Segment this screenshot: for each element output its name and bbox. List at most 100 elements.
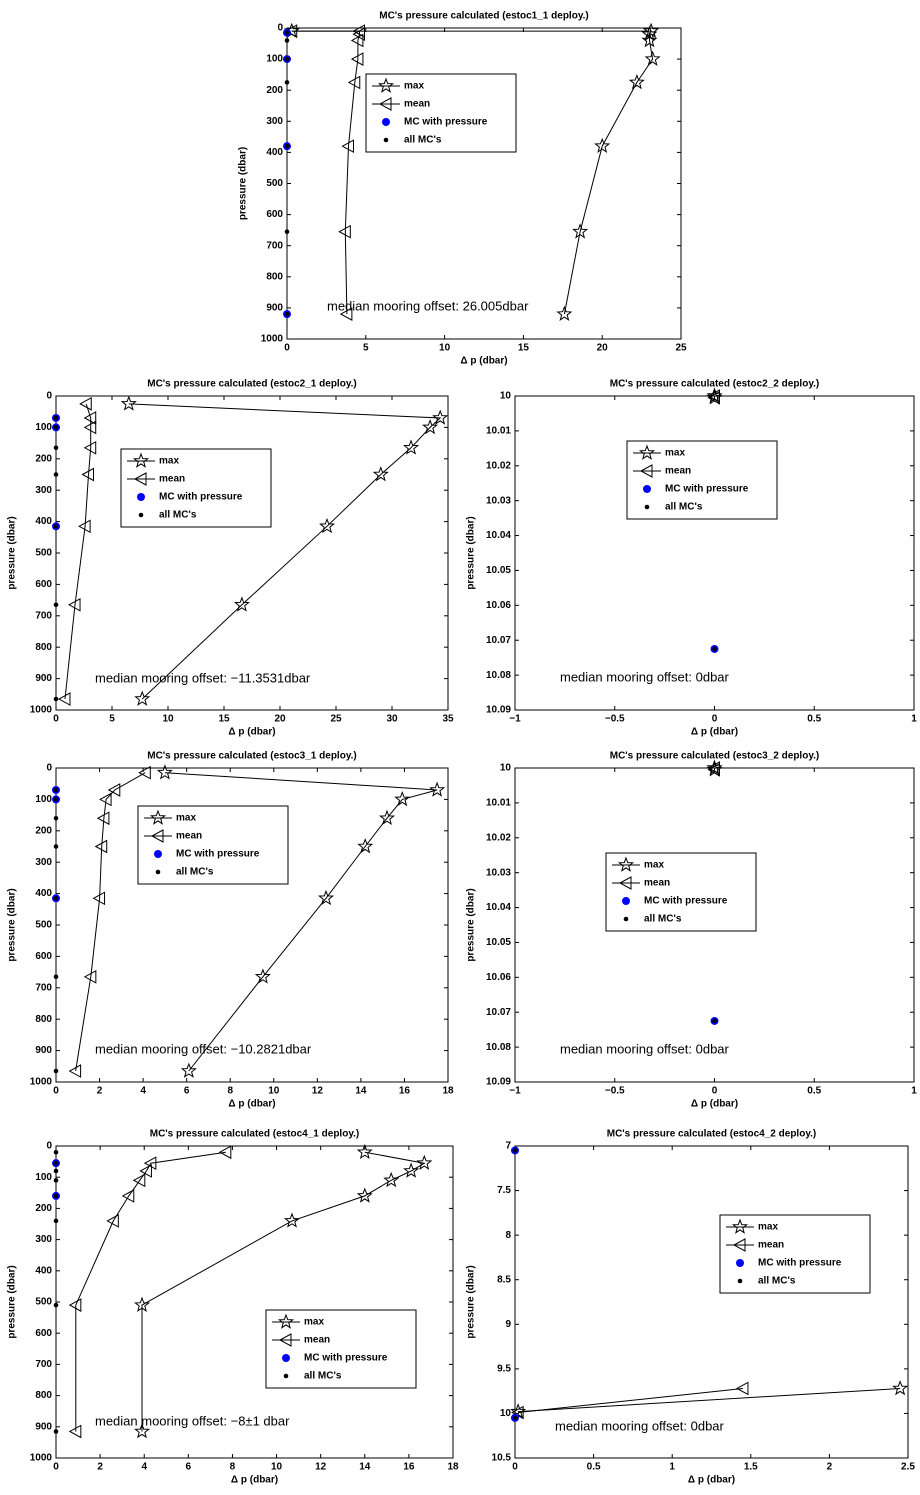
x-tick-label: 0.5 [807,1086,821,1097]
legend-marker [277,1313,295,1329]
legend-label: max [304,1317,324,1328]
plot-area [514,1145,909,1459]
triangle-marker [138,765,151,780]
y-tick-label: 200 [35,825,52,836]
y-tick-label: 8 [505,1230,511,1241]
annotation: median mooring offset: −10.2821dbar [95,1041,312,1056]
triangle-marker [79,397,92,411]
legend-label: MC with pressure [404,117,488,128]
x-tick-label: 1 [911,714,917,725]
legend-label: mean [404,99,430,110]
y-tick-label: 700 [35,610,52,621]
star-marker [572,223,589,239]
triangle-marker [347,75,361,90]
legend-box [626,440,778,520]
dot-marker [284,311,290,317]
legend-label: MC with pressure [665,484,749,495]
annotation: median mooring offset: −11.3531dbar [95,670,311,685]
y-tick-label: 600 [266,209,283,220]
x-tick-label: −0.5 [605,1086,625,1097]
chart-title: MC's pressure calculated (estoc3_1 deplo… [147,751,357,762]
y-axis-label: pressure (dbar) [466,1265,477,1338]
legend-label: max [644,860,664,871]
dot-marker [53,445,59,451]
annotation: median mooring offset: 0dbar [560,1041,730,1056]
y-tick-label: 10.07 [486,635,511,646]
x-tick-label: −0.5 [605,714,625,725]
legend-marker [617,856,635,872]
dot-marker [53,1302,59,1308]
legend-label: mean [176,831,202,842]
dot-marker [53,1178,59,1183]
dot-marker [53,1160,59,1166]
legend-marker [133,472,147,486]
legend-marker [149,809,167,825]
y-tick-label: 10.02 [486,832,511,843]
x-tick-label: 2 [97,1462,103,1473]
y-tick-label: 10.03 [486,867,511,878]
y-tick-label: 400 [35,516,52,527]
dot-marker [53,1218,59,1224]
x-tick-label: 0 [712,1086,718,1097]
x-tick-label: −1 [509,1086,521,1097]
y-tick-label: 10.5 [492,1453,512,1464]
star-marker [422,418,439,435]
dot-marker [53,1429,59,1434]
x-tick-label: 18 [442,1086,454,1097]
x-tick-label: 6 [186,1462,192,1473]
x-tick-label: 2.5 [901,1462,915,1473]
star-marker [156,764,173,780]
triangle-marker [68,1424,82,1439]
dot-marker [53,524,59,529]
star-marker [403,1162,420,1178]
dot-marker [53,1149,59,1155]
y-axis-label: pressure (dbar) [466,888,477,961]
chart-title: MC's pressure calculated (estoc4_2 deplo… [607,1129,817,1140]
legend-label: mean [159,474,185,485]
triangle-marker [338,224,351,239]
dot-marker [284,229,290,235]
dot-marker [284,38,290,43]
legend-marker [132,452,150,468]
star-marker [394,790,411,807]
star-marker [134,1423,151,1439]
star-marker [254,968,271,984]
legend-marker [643,485,651,493]
x-tick-label: 0.5 [807,714,821,725]
y-tick-label: 600 [35,1328,52,1339]
legend-marker [736,1259,744,1267]
series-line [75,772,146,1072]
y-tick-label: 8.5 [497,1274,511,1285]
dot-marker [512,1415,518,1421]
y-tick-label: 0 [46,1141,52,1152]
y-tick-label: 100 [35,794,52,805]
y-tick-label: 10 [500,391,512,402]
legend-marker [737,1278,743,1284]
star-marker [283,1212,301,1228]
x-tick-label: 5 [109,714,115,725]
star-marker [432,409,449,425]
x-axis-label: Δ p (dbar) [460,356,507,367]
x-tick-label: 20 [274,714,286,725]
x-tick-label: 0 [712,714,718,725]
y-tick-label: 200 [35,1203,52,1214]
star-marker [644,50,661,66]
star-marker [641,25,658,42]
y-tick-label: 300 [35,485,52,496]
x-axis-label: Δ p (dbar) [231,1475,278,1486]
y-tick-label: 10.04 [486,530,511,541]
y-tick-label: 900 [35,673,52,684]
y-tick-label: 10.01 [486,426,511,437]
legend-marker [378,97,392,111]
star-marker [372,466,389,482]
star-marker [628,73,645,90]
y-tick-label: 1000 [30,1077,53,1088]
y-tick-label: 0 [277,23,283,34]
dot-marker [53,1068,59,1074]
x-tick-label: 14 [359,1462,371,1473]
triangle-marker [350,33,364,48]
series-line [64,403,92,700]
y-axis-label: pressure (dbar) [7,516,18,589]
y-tick-label: 10.04 [486,902,511,913]
